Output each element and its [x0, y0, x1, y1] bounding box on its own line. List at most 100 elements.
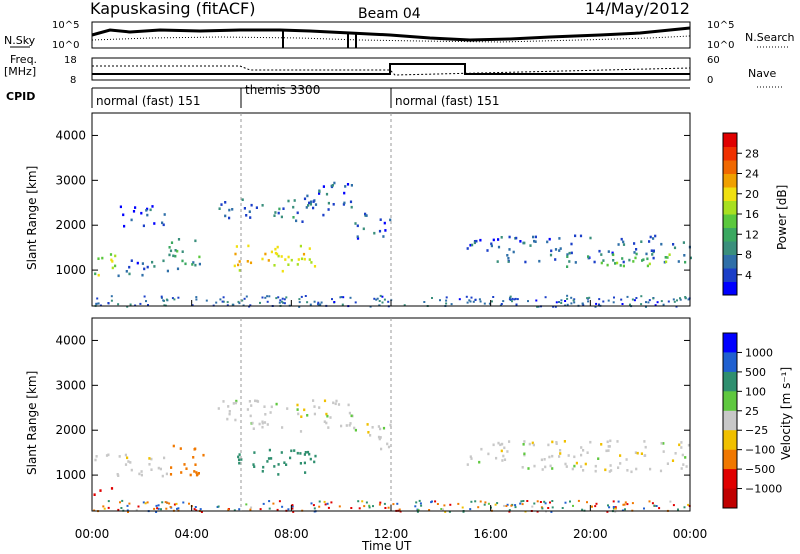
data-cell — [521, 466, 524, 469]
data-cell — [273, 465, 276, 468]
noise-cell — [505, 505, 508, 507]
data-cell — [642, 258, 645, 261]
noise-cell — [264, 296, 267, 299]
cpid-segment-1: normal (fast) 151 — [96, 94, 200, 108]
noise-cell — [667, 300, 670, 303]
data-cell — [263, 421, 267, 424]
data-cell — [473, 241, 476, 245]
noise-cell — [614, 506, 617, 509]
noise-cell — [227, 508, 230, 511]
data-cell — [559, 247, 562, 250]
noise-cell — [238, 302, 241, 305]
noise-cell — [117, 508, 120, 511]
data-cell — [280, 451, 283, 454]
noise-cell — [135, 509, 138, 512]
power-colorbar-swatch — [723, 133, 737, 147]
data-cell — [261, 421, 264, 425]
data-cell — [97, 273, 100, 277]
data-cell — [687, 443, 690, 447]
data-cell — [652, 249, 655, 253]
noise-cell — [313, 507, 316, 510]
data-cell — [172, 254, 175, 258]
data-cell — [141, 262, 144, 265]
noise-cell — [479, 300, 482, 303]
data-cell — [379, 427, 382, 431]
data-cell — [287, 199, 290, 203]
data-cell — [666, 462, 669, 465]
data-cell — [287, 263, 290, 266]
data-cell — [587, 255, 590, 258]
data-cell — [94, 458, 97, 462]
velocity-colorbar: 1000 500 100 25 −25 −100 −500 −1000 Velocity [m… — [722, 332, 793, 509]
noise-cell — [349, 296, 352, 299]
noise-cell — [539, 501, 542, 503]
nave-tick-top: 60 — [707, 55, 720, 66]
power-heatmap — [94, 181, 692, 308]
data-cell — [303, 257, 306, 261]
data-cell — [532, 235, 535, 239]
data-cell — [240, 458, 243, 461]
data-cell — [684, 260, 687, 264]
noise-cell — [544, 502, 547, 505]
data-cell — [622, 243, 626, 246]
data-cell — [250, 404, 253, 407]
noise-cell — [623, 503, 626, 506]
data-cell — [253, 465, 256, 468]
noise-cell — [312, 504, 315, 507]
noise-cell — [219, 298, 222, 301]
data-cell — [469, 455, 472, 458]
power-colorbar-swatch — [723, 268, 737, 282]
data-cell — [571, 467, 574, 471]
noise-cell — [470, 296, 473, 299]
noise-cell — [95, 303, 98, 306]
noise-cell — [175, 502, 178, 505]
noise-cell — [598, 303, 600, 306]
noise-cell — [653, 504, 656, 507]
noise-cell — [157, 507, 160, 510]
noise-cell — [250, 506, 253, 509]
data-cell — [567, 454, 570, 457]
noise-cell — [536, 500, 539, 503]
data-cell — [600, 443, 603, 446]
noise-cell — [573, 301, 576, 304]
data-cell — [636, 451, 639, 455]
noise-cell — [268, 507, 271, 510]
data-cell — [685, 465, 688, 468]
data-cell — [549, 253, 553, 257]
data-cell — [646, 264, 649, 268]
data-cell — [169, 473, 173, 476]
data-cell — [284, 258, 287, 261]
data-cell — [249, 414, 252, 418]
data-cell — [635, 248, 638, 251]
data-cell — [365, 214, 368, 217]
noise-cell — [126, 305, 129, 308]
data-cell — [389, 423, 392, 427]
noise-cell — [679, 297, 681, 300]
data-cell — [306, 194, 309, 198]
noise-cell — [396, 502, 399, 505]
noise-cell — [110, 299, 113, 302]
data-cell — [609, 439, 612, 443]
data-cell — [293, 449, 296, 452]
data-cell — [626, 469, 629, 472]
data-cell — [275, 402, 278, 406]
data-cell — [607, 250, 610, 253]
noise-cell — [217, 505, 220, 508]
noise-cell — [448, 510, 451, 513]
data-cell — [506, 254, 509, 257]
data-cell — [364, 212, 367, 216]
data-cell — [362, 227, 365, 231]
data-cell — [169, 249, 173, 253]
data-cell — [353, 426, 356, 430]
data-cell — [527, 467, 530, 470]
data-cell — [150, 468, 153, 471]
data-cell — [523, 440, 526, 443]
power-colorbar-tick-label: 12 — [745, 228, 759, 241]
data-cell — [143, 267, 146, 271]
noise-cell — [276, 508, 279, 511]
noise-cell — [298, 301, 301, 304]
data-cell — [559, 452, 562, 455]
noise-cell — [434, 500, 437, 503]
data-cell — [128, 272, 131, 276]
data-cell — [663, 260, 666, 264]
